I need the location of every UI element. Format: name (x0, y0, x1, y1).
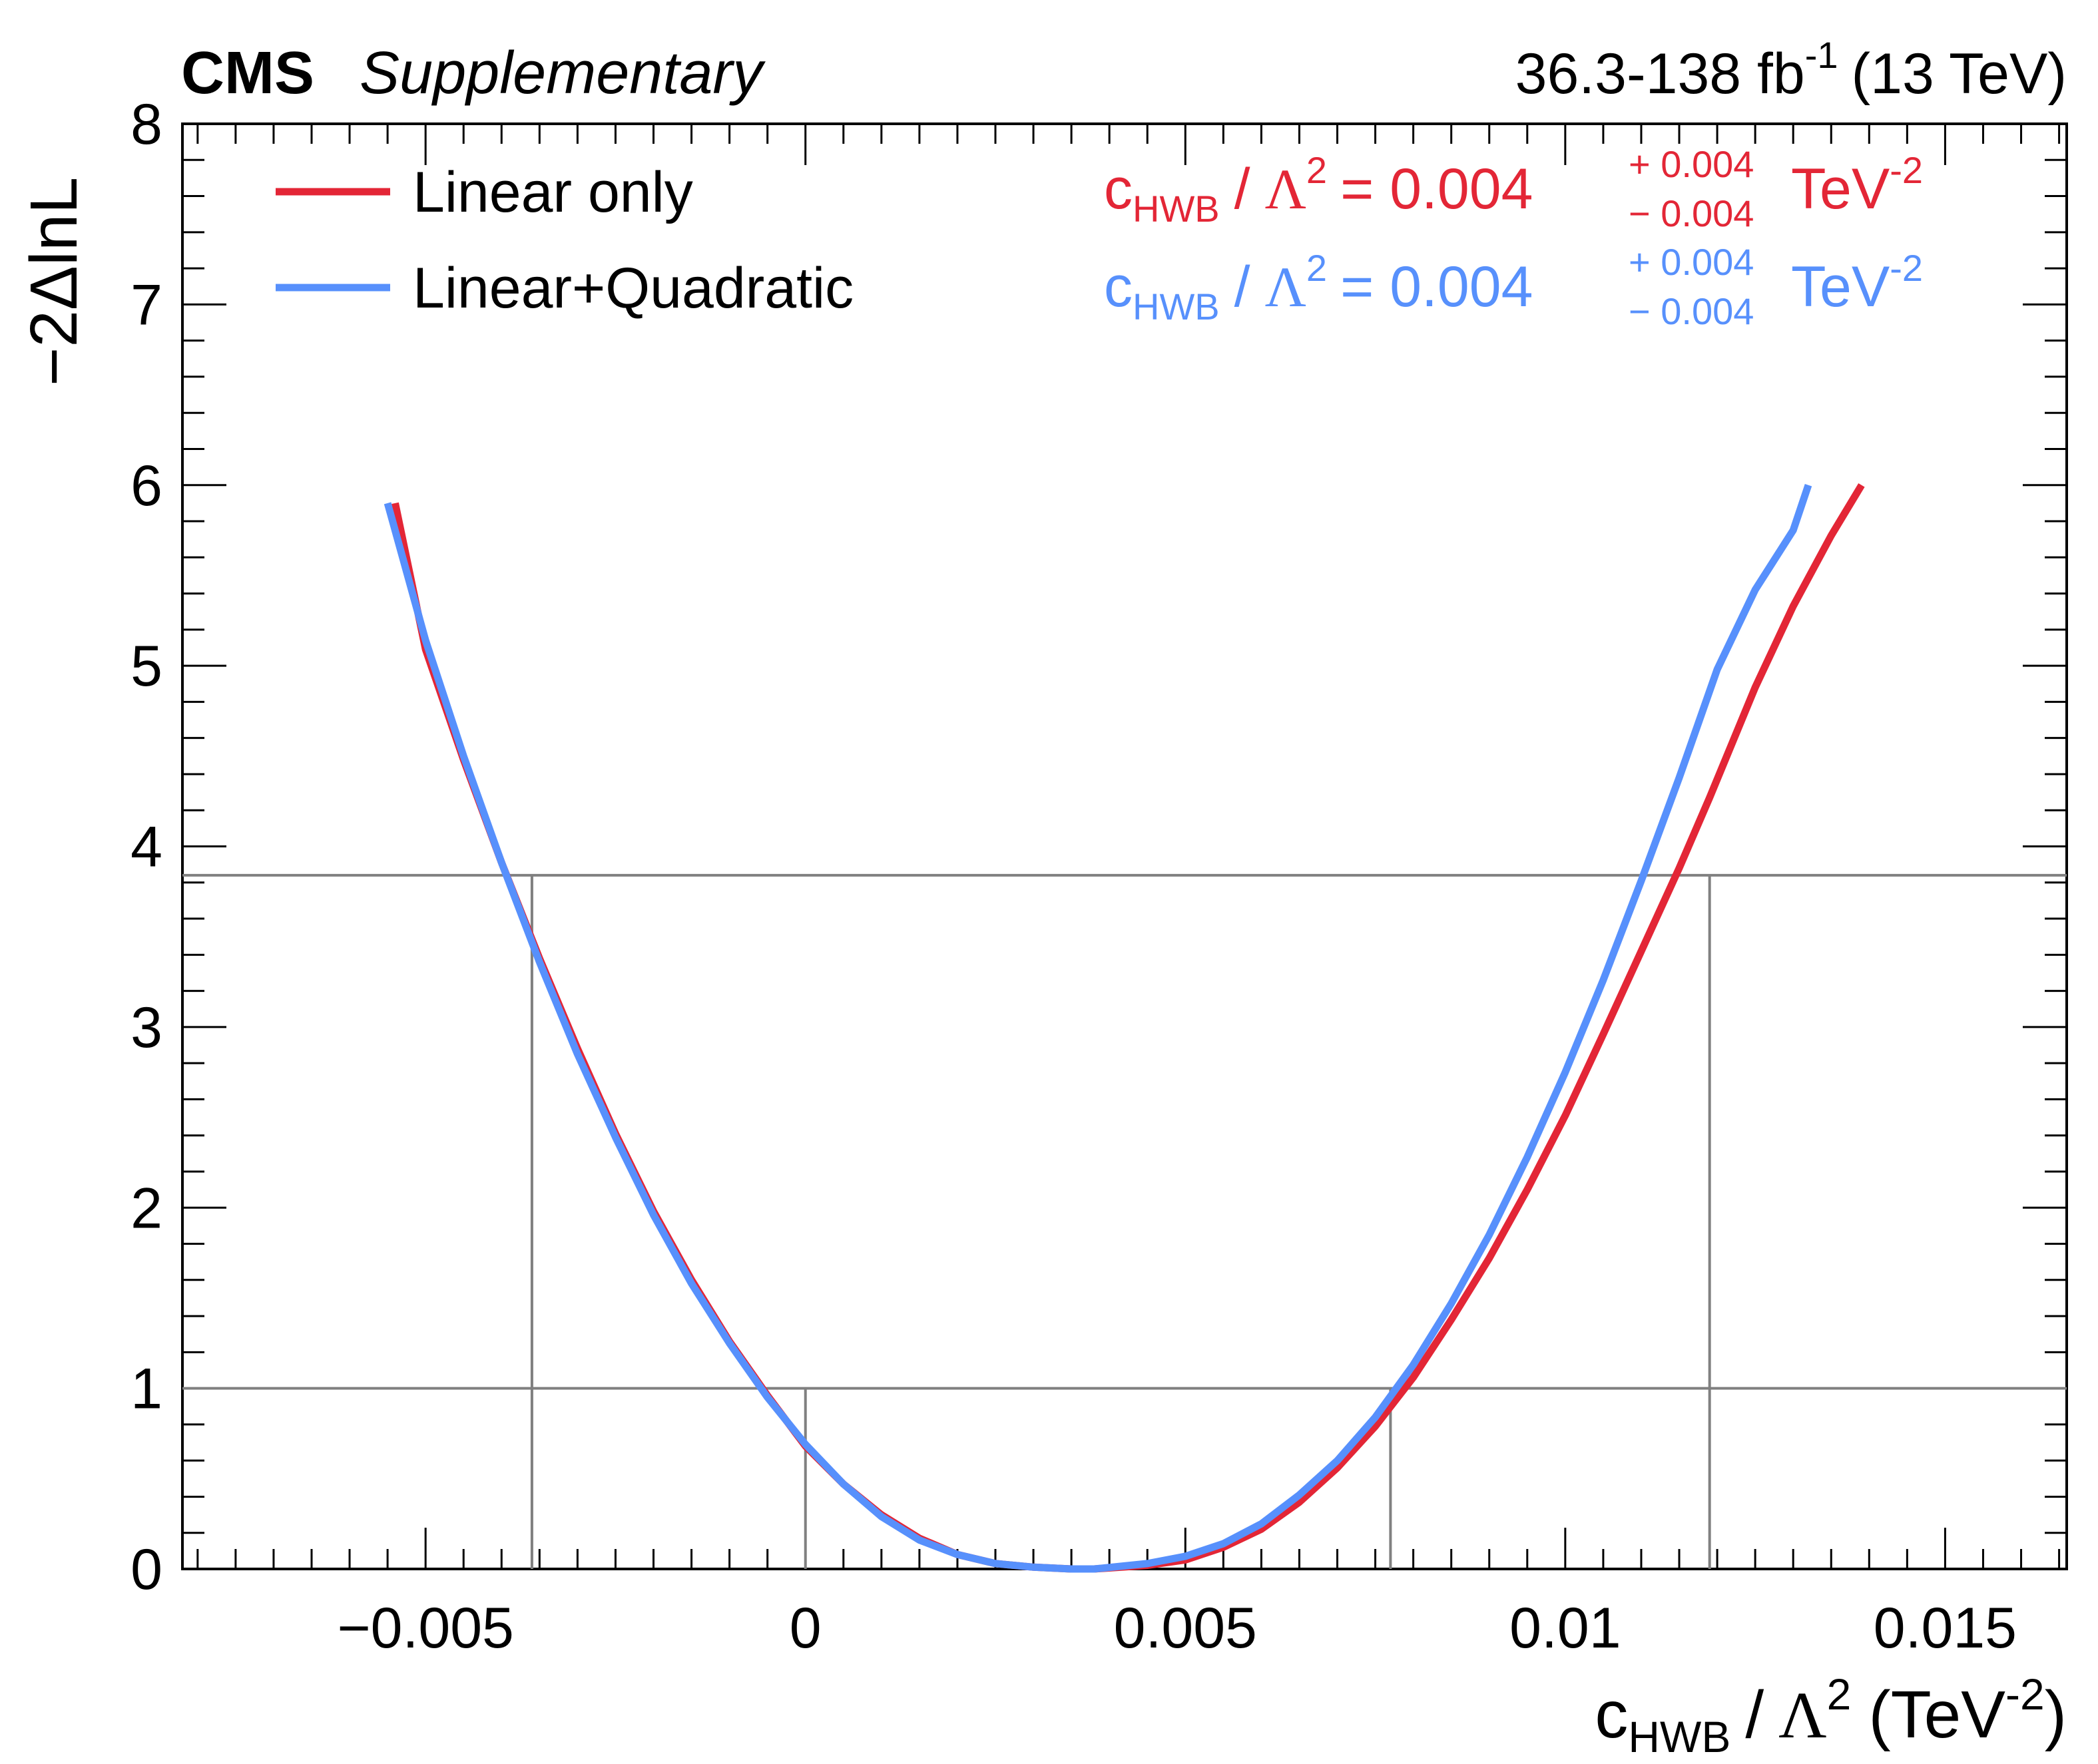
annotation-linear-unit-exp: -2 (1890, 149, 1923, 191)
annotation-quadratic-exp: 2 (1306, 247, 1327, 289)
legend-label-quadratic: Linear+Quadratic (413, 256, 854, 320)
reference-lines (182, 873, 2067, 1569)
curve-linear-quadratic (384, 484, 1812, 1573)
y-tick-label: 1 (131, 1357, 162, 1421)
annotation-quadratic: cHWB / Λ2 = 0.004 + 0.004 − 0.004 TeV-2 (1104, 241, 1923, 332)
annotation-linear-eq: = 0.004 (1340, 157, 1533, 221)
plot-frame (181, 122, 2068, 1570)
annotation-quadratic-c: c (1104, 255, 1133, 319)
annotation-quadratic-up: + 0.004 (1629, 241, 1754, 283)
annotation-linear: cHWB / Λ2 = 0.004 + 0.004 − 0.004 TeV-2 (1104, 143, 1923, 234)
y-tick-label: 6 (131, 454, 162, 518)
axes (181, 122, 2068, 1570)
annotation-quadratic-unit-exp: -2 (1890, 247, 1923, 289)
annotation-linear-exp: 2 (1306, 149, 1327, 191)
x-axis-label-sub: HWB (1628, 1712, 1730, 1761)
x-axis-label-unit-open: (TeV (1868, 1677, 2005, 1752)
x-tick-label: 0.005 (1114, 1596, 1257, 1660)
svg-text:TeV-2: TeV-2 (1791, 247, 1923, 319)
legend: Linear only Linear+Quadratic (276, 160, 854, 320)
annotation-quadratic-sub: HWB (1133, 286, 1220, 328)
annotation-linear-up: + 0.004 (1629, 143, 1754, 185)
x-tick-label: 0.01 (1509, 1596, 1621, 1660)
y-tick-label: 3 (131, 996, 162, 1060)
x-tick-label: 0 (790, 1596, 822, 1660)
annotation-quadratic-lambda: Λ (1265, 255, 1306, 319)
annotation-quadratic-unit: TeV (1791, 255, 1890, 319)
x-axis-label-slash: / (1745, 1677, 1764, 1752)
x-tick-label: 0.015 (1874, 1596, 2017, 1660)
x-tick-label: −0.005 (337, 1596, 513, 1660)
annotation-quadratic-down: − 0.004 (1629, 290, 1754, 332)
legend-label-linear: Linear only (413, 160, 693, 224)
y-tick-label: 2 (131, 1176, 162, 1240)
lumi-label: 36.3-138 fb-1 (13 TeV) (1515, 34, 2067, 106)
x-axis-label-exp: 2 (1827, 1669, 1852, 1719)
x-axis-label-unit-exp: -2 (2005, 1669, 2045, 1719)
annotation-linear-unit: TeV (1791, 157, 1890, 221)
y-tick-label: 0 (131, 1538, 162, 1602)
annotation-quadratic-eq: = 0.004 (1340, 255, 1533, 319)
y-axis-label: −2ΔlnL (17, 177, 91, 386)
annotation-linear-sub: HWB (1133, 188, 1220, 230)
x-axis-label-unit-close: ) (2045, 1677, 2067, 1752)
annotation-linear-lambda: Λ (1265, 157, 1306, 221)
status-label: Supplementary (360, 40, 766, 107)
y-tick-label: 4 (131, 815, 162, 879)
annotation-linear-down: − 0.004 (1629, 192, 1754, 234)
y-tick-label: 7 (131, 273, 162, 337)
annotation-linear-c: c (1104, 157, 1133, 221)
annotation-linear-slash: / (1234, 157, 1250, 221)
curves (384, 483, 1865, 1573)
x-axis-label-c: c (1595, 1677, 1628, 1752)
experiment-label: CMS (181, 40, 314, 107)
lumi-exponent: -1 (1805, 34, 1838, 76)
svg-text:TeV-2: TeV-2 (1791, 149, 1923, 221)
tick-labels: −0.005 0 0.005 0.01 0.015 0 1 2 3 4 5 6 7 8 (131, 93, 2017, 1660)
svg-text:cHWB/Λ2= 0.004: cHWB / Λ2 = 0.004 (1104, 247, 1533, 328)
annotation-quadratic-slash: / (1234, 255, 1250, 319)
x-axis-label: cHWB / Λ2 (TeV-2) (1595, 1669, 2067, 1761)
lumi-text: 36.3-138 fb (1515, 42, 1805, 106)
y-tick-label: 5 (131, 634, 162, 698)
x-axis-label-lambda: Λ (1778, 1678, 1827, 1752)
curve-linear-only (392, 483, 1865, 1573)
energy-text: (13 TeV) (1852, 42, 2067, 106)
svg-text:cHWB/Λ2= 0.004: cHWB / Λ2 = 0.004 (1104, 149, 1533, 230)
y-tick-label: 8 (131, 93, 162, 156)
